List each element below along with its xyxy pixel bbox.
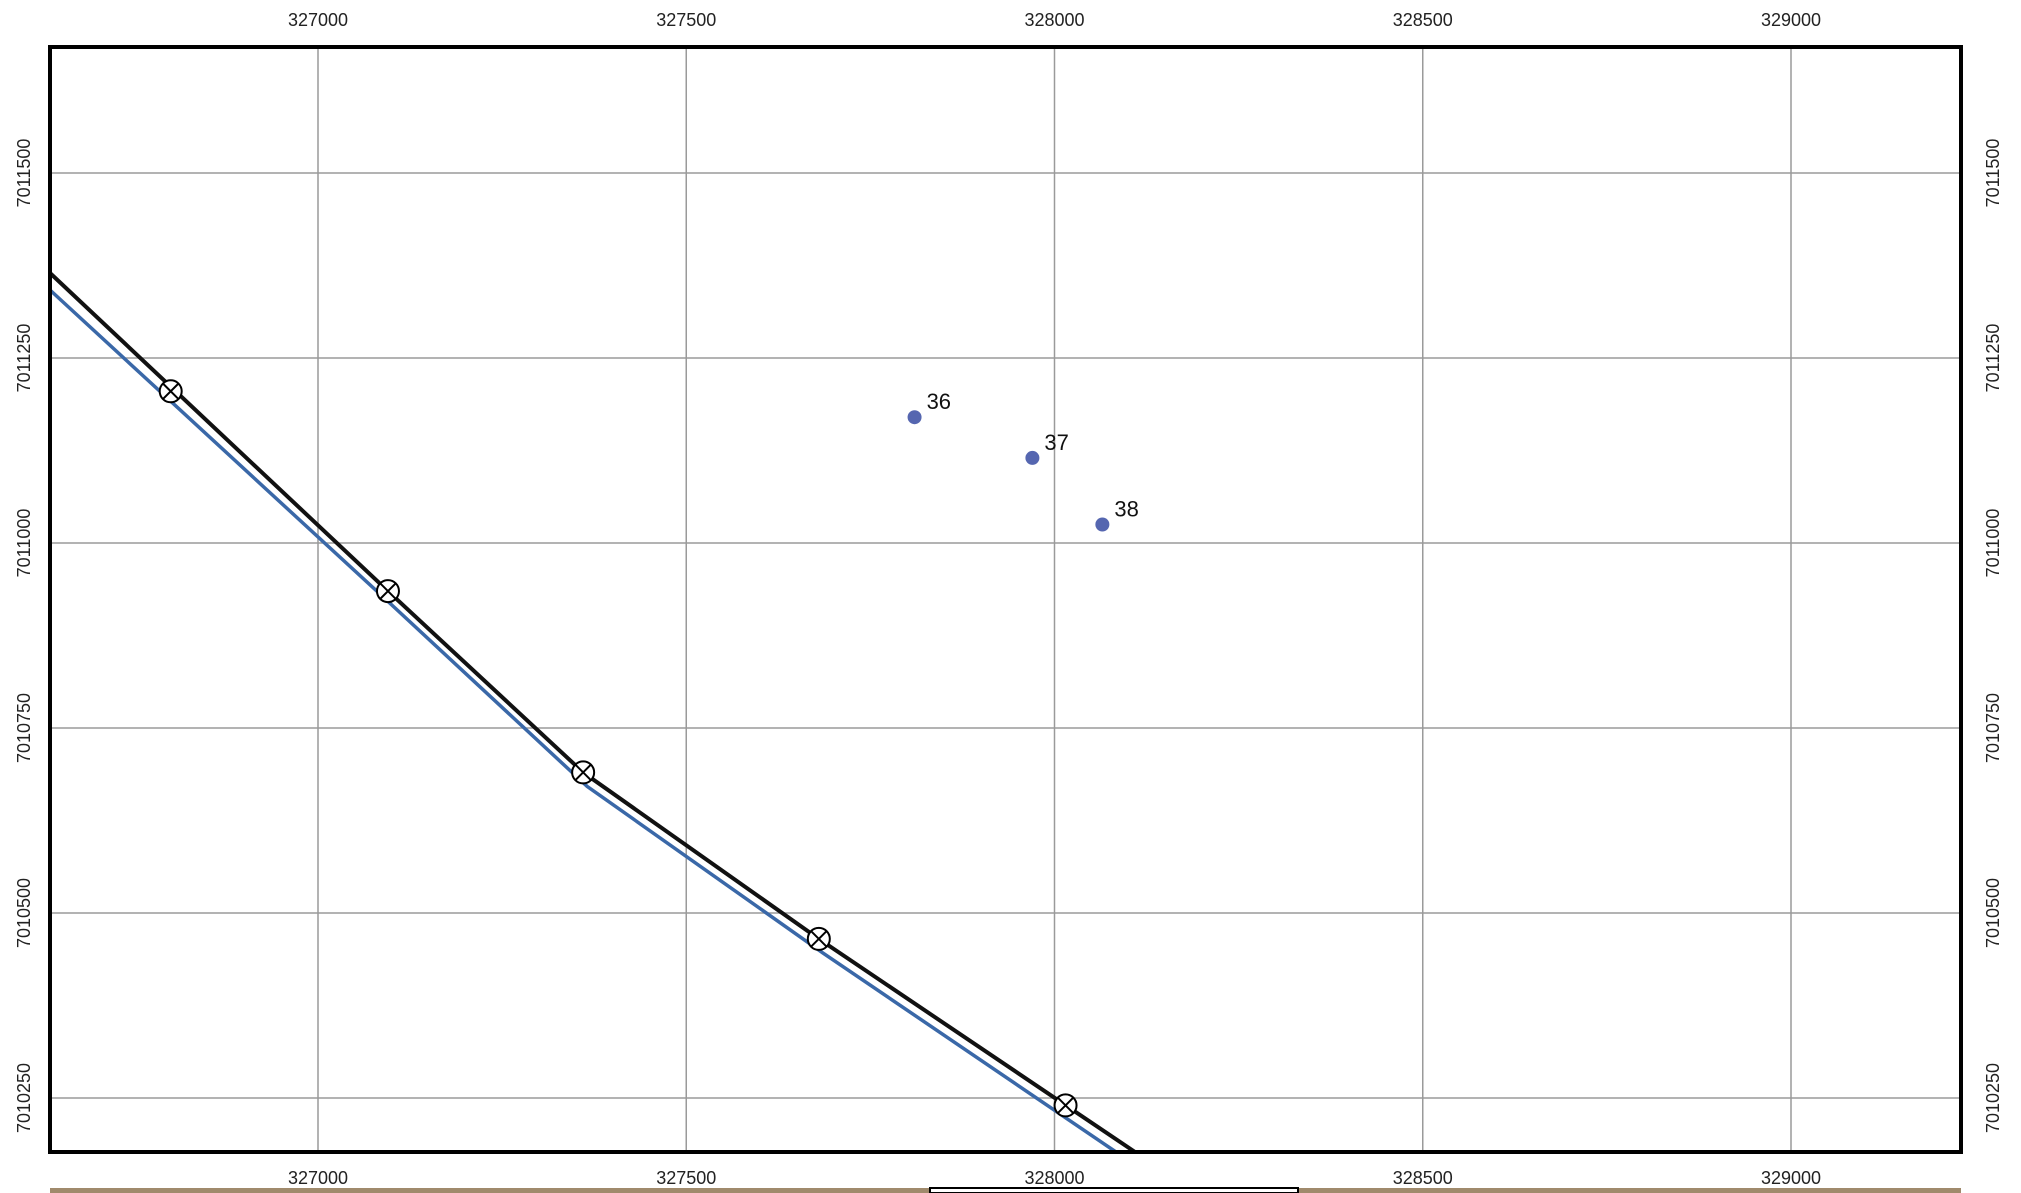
y-tick-label-right: 7011500 [1983,139,2003,208]
x-tick-label-bottom: 329000 [1761,1168,1821,1188]
x-tick-label-bottom: 328000 [1024,1168,1084,1188]
route-line-blue [48,288,1117,1154]
x-tick-label-top: 327000 [288,10,348,30]
y-tick-label-left: 7010750 [14,693,34,763]
x-tick-label-top: 328500 [1393,10,1453,30]
y-tick-label-left: 7010250 [14,1063,34,1133]
x-tick-label-top: 328000 [1024,10,1084,30]
point-label: 36 [927,389,951,414]
point-feature [1025,450,1040,465]
point-label: 38 [1114,497,1138,522]
y-tick-label-right: 7011250 [1983,324,2003,393]
point-feature [1095,517,1110,532]
y-tick-label-right: 7010250 [1983,1063,2003,1133]
coordinate-ticks: 327000 327000 327500 327500 328000 328000 3285… [14,10,2003,1188]
y-tick-label-left: 7010500 [14,878,34,948]
bottom-scale-box [929,1187,1299,1193]
route-markers [158,379,1078,1118]
route-marker-icon [158,379,183,404]
point-feature [907,410,922,425]
y-tick-label-right: 7011000 [1983,509,2003,578]
x-tick-label-bottom: 327000 [288,1168,348,1188]
route-marker-icon [806,926,831,951]
point-features: 36 37 38 [907,389,1139,532]
map-frame [48,45,1963,1154]
x-tick-label-top: 329000 [1761,10,1821,30]
route-marker-icon [375,579,400,604]
y-tick-label-left: 7011250 [14,324,34,393]
grid-lines [50,47,1961,1152]
y-tick-label-left: 7011500 [14,139,34,208]
x-tick-label-bottom: 327500 [656,1168,716,1188]
point-label: 37 [1044,430,1068,455]
x-tick-label-bottom: 328500 [1393,1168,1453,1188]
route-marker-icon [571,760,596,785]
x-tick-label-top: 327500 [656,10,716,30]
y-tick-label-right: 7010500 [1983,878,2003,948]
y-tick-label-right: 7010750 [1983,693,2003,763]
route-marker-icon [1053,1093,1078,1118]
y-tick-label-left: 7011000 [14,509,34,578]
